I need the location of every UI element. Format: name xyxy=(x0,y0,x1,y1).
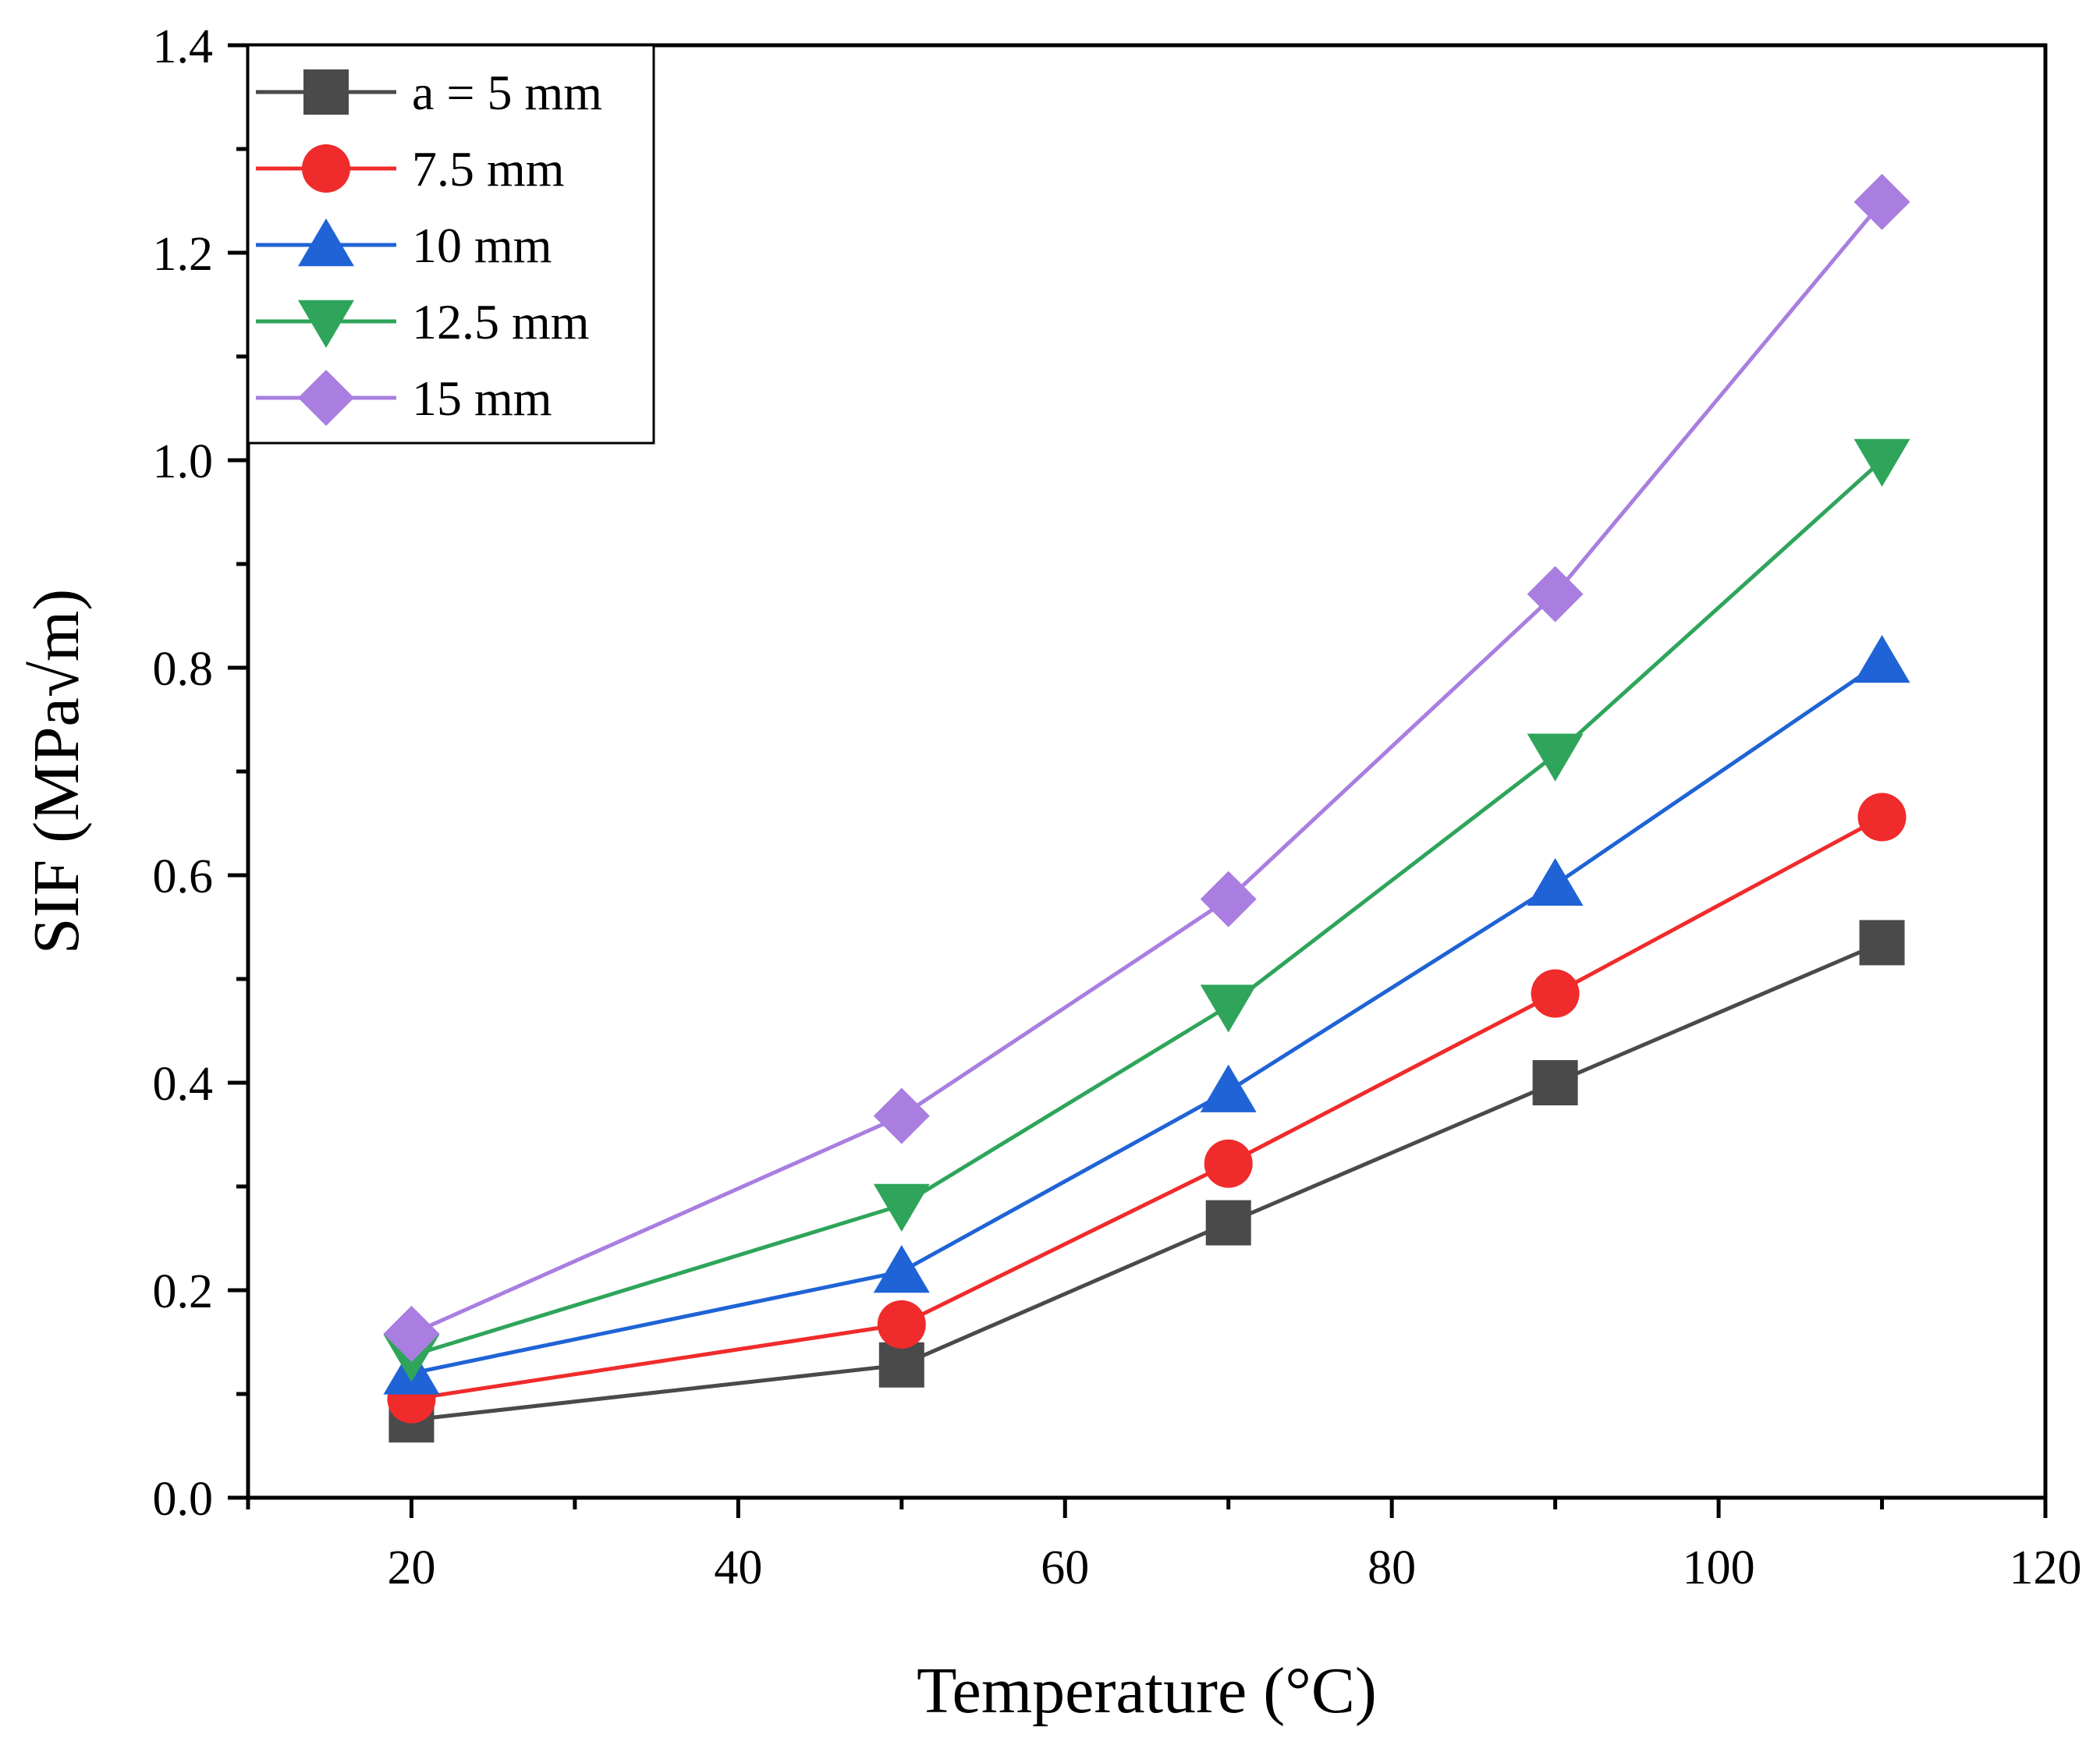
legend-marker xyxy=(302,144,350,193)
legend: a = 5 mm 7.5 mm 10 mm 12.5 mm 15 mm xyxy=(247,44,655,445)
x-tick-label: 60 xyxy=(1041,1541,1089,1594)
data-point xyxy=(1200,984,1257,1033)
y-tick-label: 0.0 xyxy=(153,1473,214,1526)
data-point xyxy=(1531,969,1580,1018)
y-tick-label: 1.4 xyxy=(153,20,214,73)
x-tick-label: 20 xyxy=(387,1541,435,1594)
data-point xyxy=(1527,857,1584,906)
y-tick-label: 0.8 xyxy=(153,643,214,696)
legend-label: a = 5 mm xyxy=(412,65,602,120)
data-point xyxy=(1200,1064,1257,1112)
legend-item: 12.5 mm xyxy=(256,294,590,349)
series-layer xyxy=(383,173,1910,1443)
data-point xyxy=(1532,1060,1578,1105)
legend-marker xyxy=(303,69,349,115)
x-tick-label: 100 xyxy=(1683,1541,1755,1594)
legend-marker xyxy=(298,300,354,348)
data-point xyxy=(877,1300,926,1349)
legend-label: 12.5 mm xyxy=(412,294,590,349)
data-point xyxy=(383,1305,440,1362)
data-point xyxy=(1859,920,1905,966)
y-axis-title: SIF (MPa√m) xyxy=(20,589,93,954)
y-tick-label: 0.4 xyxy=(153,1058,214,1111)
y-tick-label: 1.0 xyxy=(153,435,214,488)
data-point xyxy=(878,1342,924,1388)
axes-layer: 20 40 60 80 100 120 0.0 0.2 0.4 0.6 0.8 1.0 1.2 1.4 xyxy=(153,20,2082,1594)
series-4 xyxy=(383,438,1910,1382)
legend-item: a = 5 mm xyxy=(256,65,602,120)
data-point xyxy=(1857,793,1907,842)
legend-label: 7.5 mm xyxy=(412,141,565,197)
data-point xyxy=(873,1087,930,1144)
data-point xyxy=(1853,438,1910,487)
legend-item: 7.5 mm xyxy=(256,141,565,197)
data-point xyxy=(1853,635,1910,683)
legend-label: 10 mm xyxy=(412,218,552,273)
legend-marker xyxy=(298,370,354,426)
x-tick-label: 120 xyxy=(2010,1541,2082,1594)
data-point xyxy=(873,1183,930,1232)
x-tick-label: 80 xyxy=(1367,1541,1416,1594)
series-5 xyxy=(383,173,1910,1362)
data-point xyxy=(1527,733,1584,782)
x-tick-label: 40 xyxy=(714,1541,762,1594)
legend-marker xyxy=(298,218,354,267)
data-point xyxy=(1205,1200,1251,1246)
y-tick-label: 0.2 xyxy=(153,1265,214,1318)
data-point xyxy=(873,1245,930,1293)
legend-item: 15 mm xyxy=(256,370,552,426)
data-point xyxy=(1200,871,1257,927)
legend-label: 15 mm xyxy=(412,371,552,426)
data-point xyxy=(1853,173,1910,230)
y-tick-label: 1.2 xyxy=(153,228,214,281)
y-tick-label: 0.6 xyxy=(153,850,214,903)
series-2 xyxy=(387,793,1907,1424)
legend-item: 10 mm xyxy=(256,218,552,273)
x-axis-title: Temperature (°C) xyxy=(917,1655,1377,1727)
data-point xyxy=(1204,1139,1253,1188)
data-point xyxy=(1527,566,1584,622)
